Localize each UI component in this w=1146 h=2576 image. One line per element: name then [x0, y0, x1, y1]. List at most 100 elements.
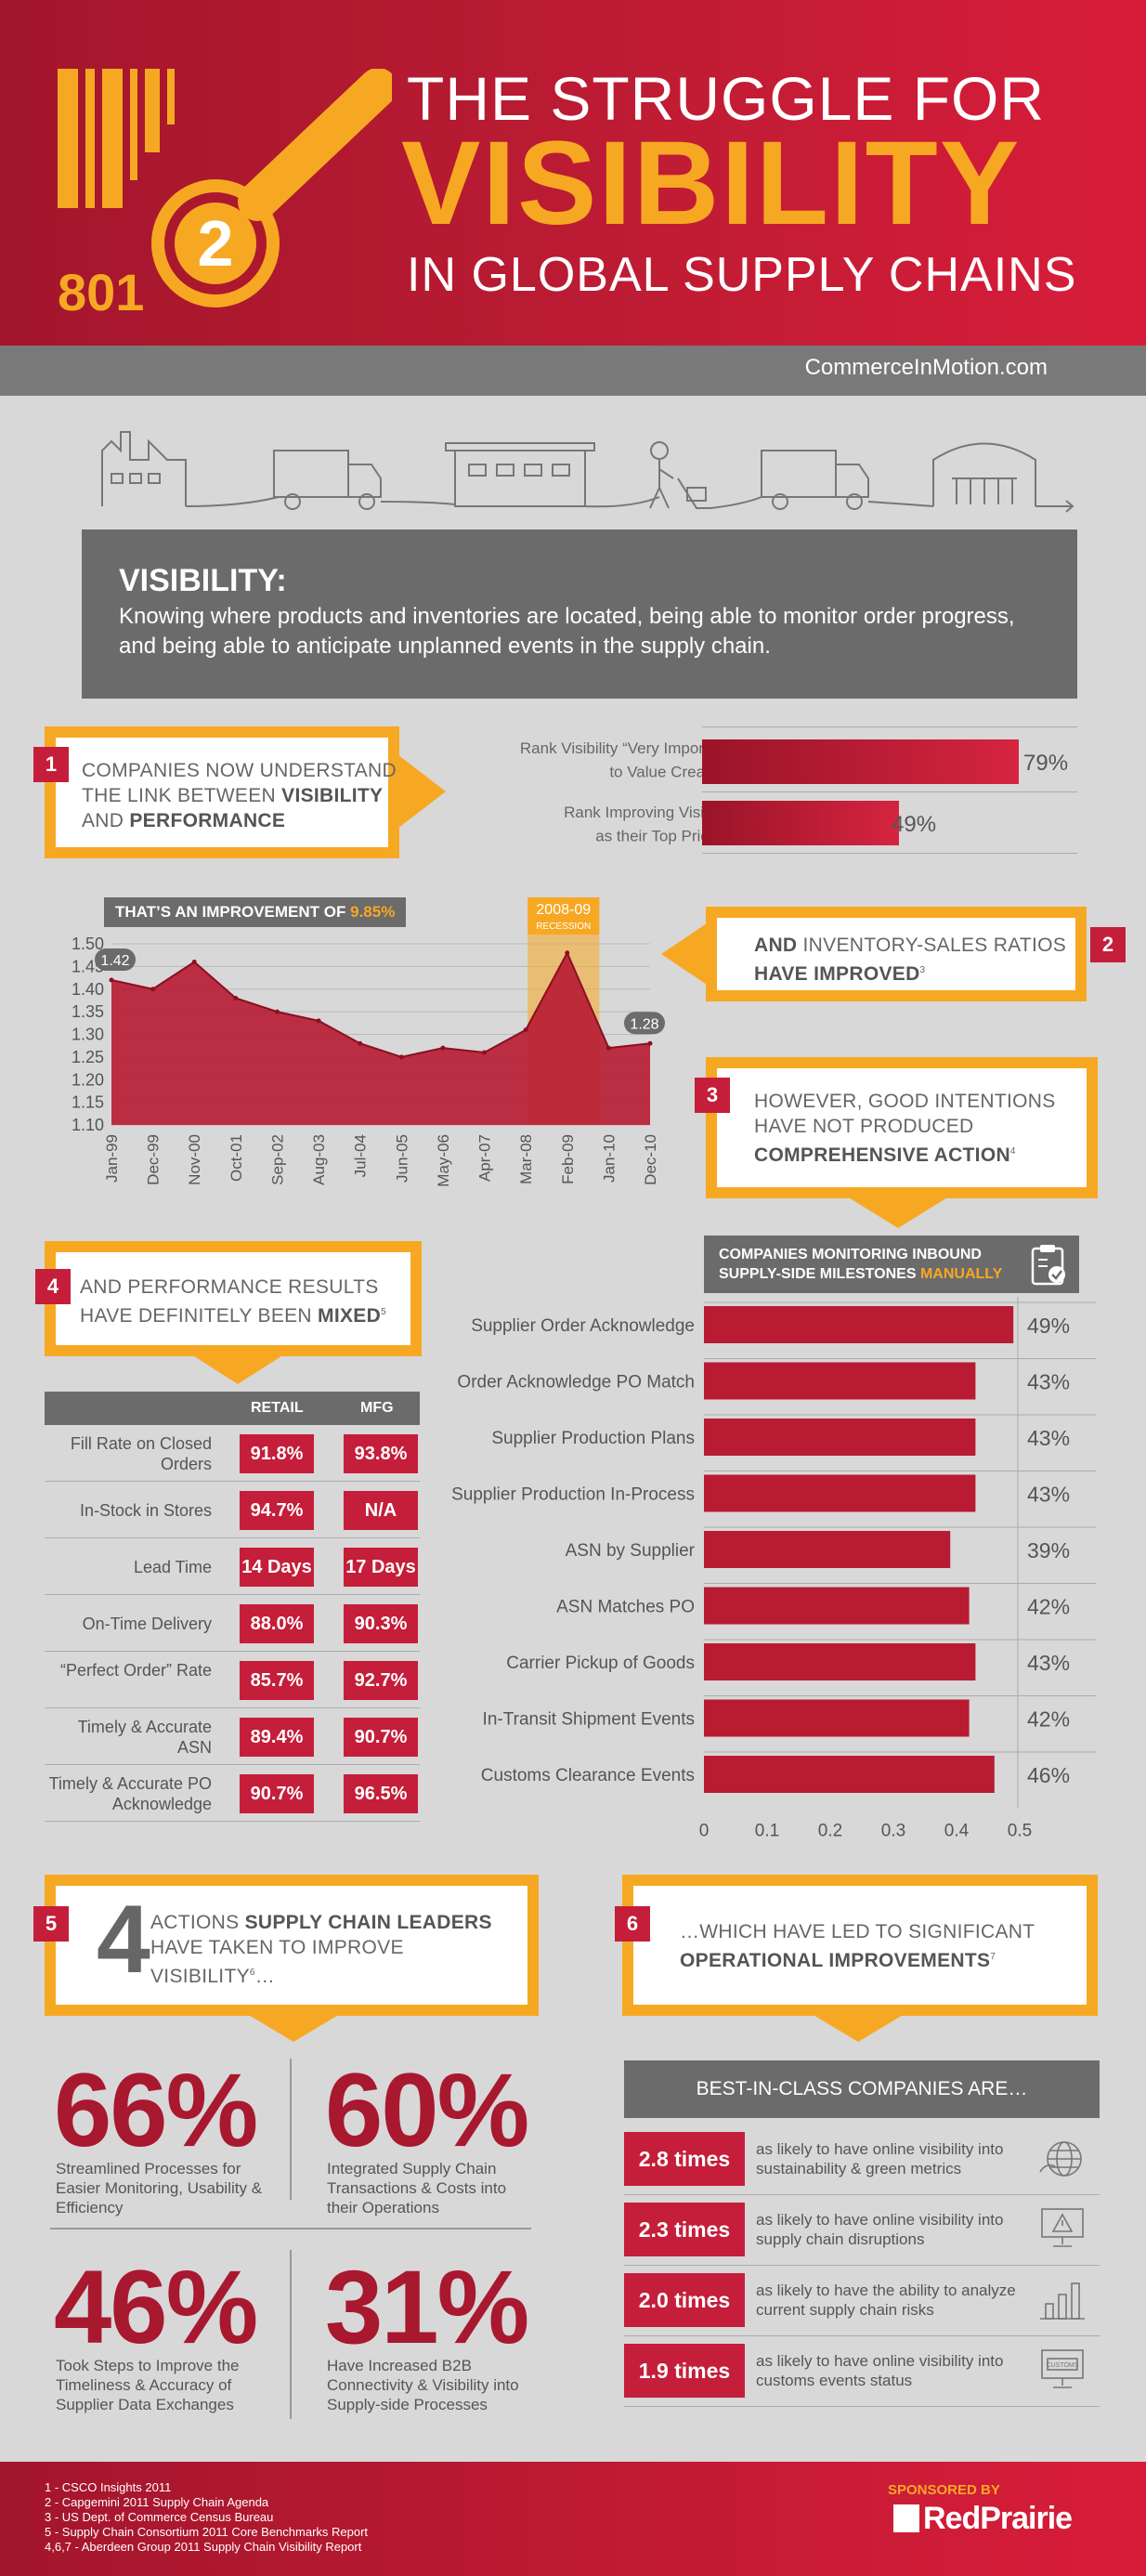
perf-row-label: “Perfect Order” Rate [59, 1660, 212, 1680]
perf-row-label: On-Time Delivery [82, 1614, 212, 1633]
sponsor-logo[interactable]: RedPrairie [923, 2501, 1073, 2536]
divider [290, 2250, 292, 2419]
title-line1: THE STRUGGLE FOR [407, 64, 1046, 133]
callout-2: AND INVENTORY-SALES RATIOS HAVE IMPROVED… [706, 907, 1087, 1001]
perf-retail-cell: 85.7% [240, 1660, 314, 1700]
x-axis-tick-label: 0.2 [818, 1822, 842, 1841]
perf-table-row: Fill Rate on Closed Orders 91.8% 93.8% [45, 1425, 420, 1482]
x-tick-label: Jun-05 [393, 1134, 410, 1183]
visibility-definition: VISIBILITY: Knowing where products and i… [82, 530, 1077, 699]
row-divider [45, 1594, 420, 1595]
milestone-bar [704, 1531, 951, 1568]
divider [702, 791, 1077, 792]
milestone-bar [704, 1306, 1014, 1343]
best-in-class-item: 1.9 times as likely to have online visibi… [624, 2339, 1100, 2407]
bar2-fill [702, 801, 899, 845]
row-divider [45, 1481, 420, 1482]
recession-label-box [527, 897, 600, 935]
site-url[interactable]: CommerceInMotion.com [804, 355, 1048, 380]
perf-table-row: On-Time Delivery 88.0% 90.3% [45, 1595, 420, 1652]
perf-mfg-cell: 17 Days [344, 1547, 418, 1587]
perf-retail-cell: 91.8% [240, 1433, 314, 1473]
data-point [606, 1045, 611, 1051]
callout-4: AND PERFORMANCE RESULTS HAVE DEFINITELY … [45, 1241, 422, 1356]
title-line3: IN GLOBAL SUPPLY CHAINS [407, 248, 1077, 302]
milestone-pct: 43% [1027, 1483, 1070, 1507]
inventory-sales-chart: 1.501.451.401.351.301.251.201.151.102008… [72, 897, 665, 1187]
bar1-pct: 79% [1023, 751, 1069, 776]
section-2-number: 2 [1090, 927, 1126, 962]
bar1-label: Rank Visibility “Very Important” to Value… [519, 739, 736, 781]
recession-label: RECESSION [536, 922, 591, 932]
footnotes: 1 - CSCO Insights 2011 2 - Capgemini 201… [45, 2480, 368, 2555]
milestone-bar [704, 1756, 995, 1793]
logo-badge: 2 [198, 207, 234, 280]
callout-1: COMPANIES NOW UNDERSTAND THE LINK BETWEE… [45, 726, 399, 858]
perf-row-label: In-Stock in Stores [79, 1500, 212, 1520]
callout-6: …WHICH HAVE LED TO SIGNIFICANT OPERATION… [622, 1875, 1098, 2016]
times-badge: 2.0 times [624, 2273, 745, 2327]
footnote: 2 - Capgemini 2011 Supply Chain Agenda [45, 2495, 269, 2509]
x-axis-tick-label: 0.4 [944, 1822, 970, 1841]
milestone-pct: 46% [1027, 1763, 1070, 1787]
milestone-bar [704, 1362, 976, 1400]
x-tick-label: Jan-10 [600, 1134, 618, 1183]
perf-mfg-cell: 90.7% [344, 1717, 418, 1757]
data-point [109, 977, 114, 983]
times-desc: as likely to have the ability to analyze… [756, 2282, 1016, 2319]
callout-3: HOWEVER, GOOD INTENTIONS HAVE NOT PRODUC… [706, 1057, 1098, 1198]
milestone-label: ASN by Supplier [566, 1541, 696, 1561]
monitoring-title: COMPANIES MONITORING INBOUND SUPPLY-SIDE… [719, 1247, 1003, 1282]
divider [702, 853, 1077, 854]
perf-retail-cell: 90.7% [240, 1773, 314, 1813]
x-tick-label: Apr-07 [476, 1134, 494, 1182]
y-tick-label: 1.15 [72, 1093, 104, 1112]
milestone-pct: 43% [1027, 1370, 1070, 1394]
perf-retail-cell: 88.0% [240, 1603, 314, 1643]
end-value-bubble [624, 1012, 665, 1035]
x-tick-label: Oct-01 [228, 1134, 245, 1182]
y-tick-label: 1.20 [72, 1070, 104, 1089]
perf-table: Fill Rate on Closed Orders 91.8% 93.8% In-S… [45, 1425, 420, 1834]
bar2-label: Rank Improving Visibility as their Top Pr… [564, 804, 736, 845]
x-tick-label: Nov-00 [186, 1134, 203, 1185]
sponsored-by-label: SPONSORED BY [888, 2482, 1000, 2498]
y-tick-label: 1.40 [72, 980, 104, 999]
times-badge: 2.8 times [624, 2132, 745, 2186]
section-5-number: 5 [33, 1906, 69, 1942]
supply-chain-illustration [101, 431, 1074, 513]
x-tick-label: Jul-04 [352, 1134, 370, 1177]
data-point [150, 987, 156, 992]
data-point [316, 1018, 321, 1024]
inventory-ratio-line [111, 950, 651, 1058]
section-4-number: 4 [35, 1269, 71, 1304]
x-tick-label: Dec-99 [145, 1134, 163, 1185]
action-4-desc: Have Increased B2B Connectivity & Visibi… [327, 2357, 519, 2413]
callout-2-arrow [661, 922, 710, 987]
x-tick-label: Aug-03 [310, 1134, 328, 1185]
times-desc: as likely to have online visibility into… [756, 2352, 1004, 2389]
warning-monitor-icon [1036, 2205, 1088, 2252]
milestone-label: Supplier Production Plans [491, 1429, 695, 1448]
perf-table-header: RETAIL MFG [45, 1392, 420, 1425]
times-badge: 1.9 times [624, 2344, 745, 2398]
milestone-label: In-Transit Shipment Events [483, 1710, 695, 1730]
perf-retail-cell: 89.4% [240, 1717, 314, 1757]
perf-row-label: Lead Time [133, 1557, 212, 1576]
data-point [233, 996, 239, 1000]
section-3-number: 3 [695, 1078, 730, 1113]
clipboard-check-icon [1031, 1245, 1065, 1286]
y-tick-label: 1.50 [72, 935, 104, 953]
milestone-pct: 43% [1027, 1651, 1070, 1675]
title-visibility: VISIBILITY [401, 117, 1022, 250]
row-divider [624, 2335, 1100, 2336]
times-badge: 2.3 times [624, 2203, 745, 2256]
row-divider [45, 1821, 420, 1822]
row-divider [624, 2265, 1100, 2266]
perf-row-label: Timely & Accurate PO Acknowledge [48, 1773, 212, 1813]
logo-number: 801 [58, 263, 144, 320]
bar2-pct: 49% [892, 812, 937, 837]
times-desc: as likely to have online visibility into… [756, 2211, 1004, 2248]
section-6-number: 6 [615, 1906, 650, 1942]
perf-row-label: Timely & Accurate ASN [77, 1717, 212, 1757]
